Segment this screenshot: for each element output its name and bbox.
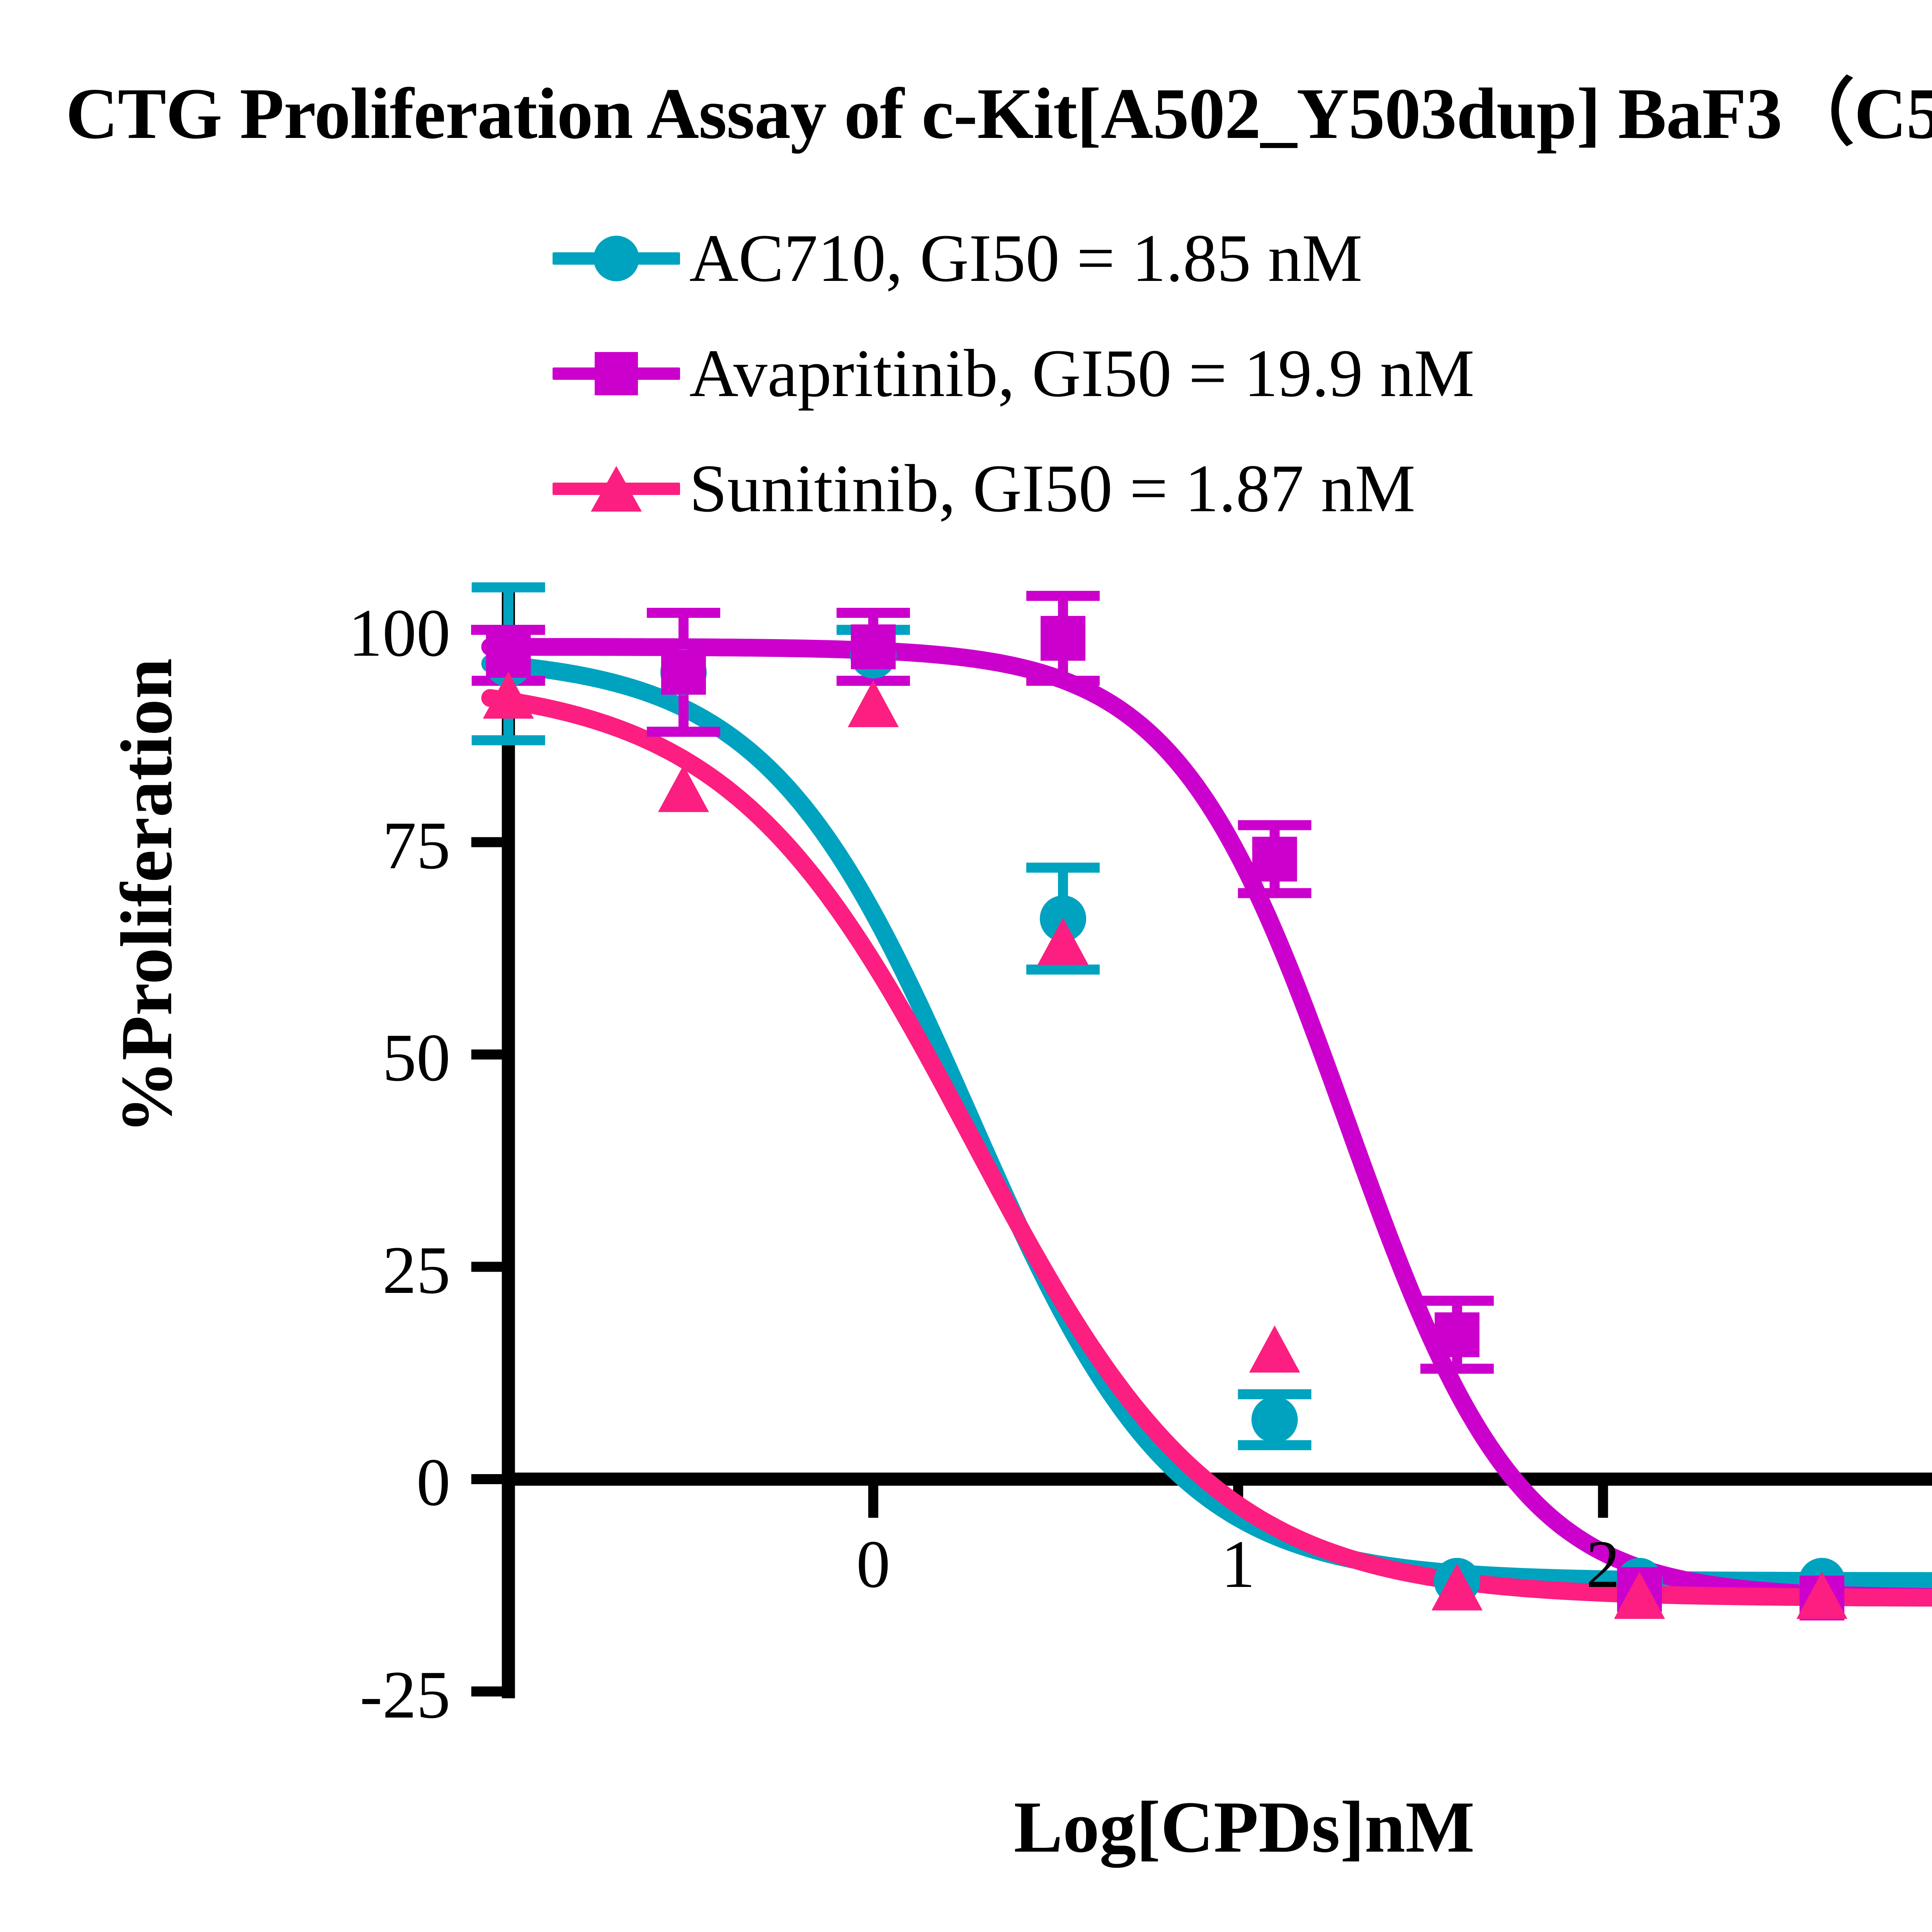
data-point	[1041, 616, 1086, 661]
data-point	[1431, 1563, 1483, 1611]
data-point	[661, 650, 706, 695]
fit-curve	[481, 689, 1932, 1607]
data-point	[1434, 1312, 1480, 1357]
y-tick-label: 100	[348, 595, 451, 671]
data-point	[848, 680, 899, 727]
fit-curve	[481, 655, 1932, 1590]
x-tick-label: 1	[1221, 1527, 1255, 1602]
data-point	[486, 633, 531, 678]
legend-item-ac710[interactable]: AC710, GI50 = 1.85 nM	[553, 201, 1475, 316]
data-point	[483, 671, 534, 719]
legend-label-sunitinib: Sunitinib, GI50 = 1.87 nM	[689, 451, 1415, 526]
fit-curve	[481, 638, 1932, 1606]
y-tick-label: 0	[416, 1445, 451, 1520]
error-bars-group	[471, 582, 1494, 1451]
legend-label-avapritinib: Avapritinib, GI50 = 19.9 nM	[689, 336, 1475, 411]
data-point	[851, 624, 896, 669]
fit-curves-group	[481, 638, 1932, 1607]
y-tick-label: -25	[360, 1657, 451, 1733]
x-tick-label: 0	[856, 1527, 890, 1602]
data-point	[1249, 1325, 1300, 1373]
legend-marker-square-icon	[553, 352, 680, 395]
legend-marker-triangle-icon	[553, 466, 680, 512]
data-point	[1796, 1571, 1848, 1619]
data-point	[1614, 1571, 1665, 1619]
x-axis-label: Log[CPDs]nM	[1014, 1787, 1475, 1868]
chart-legend: AC710, GI50 = 1.85 nM Avapritinib, GI50 …	[553, 201, 1475, 546]
data-point	[1252, 837, 1297, 882]
data-point	[658, 765, 709, 812]
data-point	[1037, 918, 1089, 965]
legend-label-ac710: AC710, GI50 = 1.85 nM	[689, 221, 1362, 296]
y-tick-label: 50	[382, 1020, 451, 1095]
legend-item-avapritinib[interactable]: Avapritinib, GI50 = 19.9 nM	[553, 316, 1475, 431]
legend-item-sunitinib[interactable]: Sunitinib, GI50 = 1.87 nM	[553, 431, 1475, 546]
chart-title: CTG Proliferation Assay of c-Kit[A502_Y5…	[66, 73, 1932, 154]
data-points-group	[483, 616, 1848, 1621]
legend-marker-circle-icon	[553, 236, 680, 281]
x-tick-label: 2	[1586, 1527, 1620, 1602]
data-point	[1251, 1396, 1298, 1443]
y-tick-label: 75	[382, 808, 451, 883]
x-tick-label: 3	[1922, 1526, 1932, 1604]
y-tick-label: 25	[382, 1232, 451, 1308]
